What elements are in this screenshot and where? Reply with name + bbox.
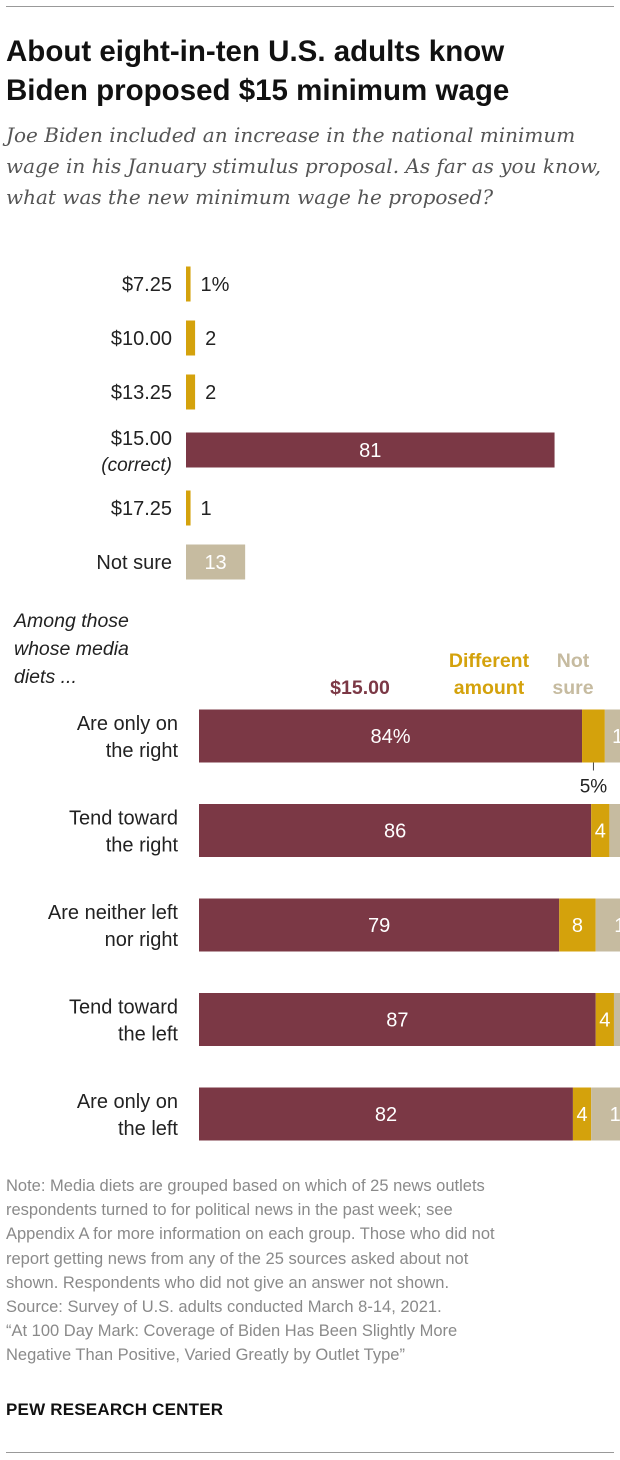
data-label: 2: [205, 382, 216, 404]
legend-label: Not: [557, 650, 590, 672]
callout-label: 5%: [580, 777, 608, 798]
bar-segment: [199, 709, 583, 763]
minimum-wage-bar-chart: $7.25 1% $10.00 2 $13.25 2 $15.00 (correct) 81 $1…: [96, 266, 555, 580]
category-label: the right: [106, 740, 179, 762]
chart-title: About eight-in-ten U.S. adults know Bide…: [6, 32, 606, 110]
media-diet-stacked-bar-chart: Among those whose media diets ... $15.00 Dif…: [13, 610, 620, 1141]
category-label: $7.25: [122, 274, 172, 296]
bar-segment: [559, 898, 596, 952]
bar-segment: [591, 804, 610, 857]
data-label: 2: [205, 328, 216, 350]
bar: [186, 374, 196, 410]
chart-subtitle: Joe Biden included an increase in the na…: [6, 123, 601, 209]
data-label: 8: [572, 915, 583, 937]
note-line: Note: Media diets are grouped based on w…: [6, 1177, 485, 1195]
data-label: 13: [610, 1104, 620, 1126]
group-header: diets ...: [14, 666, 77, 688]
group-header: Among those: [13, 610, 129, 632]
title-line-1: About eight-in-ten U.S. adults know: [6, 35, 505, 68]
data-label: 86: [384, 821, 406, 843]
category-label: Are only on: [77, 713, 178, 735]
category-label: nor right: [105, 929, 179, 951]
bar: [186, 544, 246, 580]
bar: [186, 490, 191, 526]
category-label: $17.25: [111, 498, 172, 520]
note-line: respondents turned to for political news…: [6, 1201, 453, 1220]
data-label: 4: [595, 821, 606, 843]
bar-segment: [595, 898, 620, 952]
category-label: Are only on: [77, 1091, 178, 1113]
bar: [186, 320, 196, 356]
bar-segment: [595, 993, 614, 1046]
category-label: Tend toward: [69, 997, 178, 1019]
note-line: report getting news from any of the 25 s…: [6, 1249, 469, 1268]
data-label: 79: [368, 915, 390, 937]
category-label: $13.25: [111, 382, 172, 404]
category-label: the left: [118, 1118, 178, 1140]
legend-label: Different: [449, 650, 530, 672]
note-line: Appendix A for more information on each …: [6, 1225, 495, 1244]
report-title-line: Negative Than Positive, Varied Greatly b…: [6, 1346, 405, 1365]
note-line: shown. Respondents who did not give an a…: [6, 1273, 450, 1292]
bar-segment: [613, 993, 620, 1046]
data-label: 82: [375, 1104, 397, 1126]
bar-segment: [582, 709, 605, 763]
bar-segment: [199, 993, 596, 1046]
bar: [186, 266, 191, 302]
bar-segment: [572, 1087, 592, 1141]
data-label: 1: [201, 498, 212, 520]
bar-segment: [609, 804, 620, 857]
data-label: 87: [386, 1010, 408, 1032]
category-label: $15.00: [111, 428, 172, 450]
title-line-2: Biden proposed $15 minimum wage: [6, 74, 510, 107]
legend-label: amount: [454, 677, 525, 699]
data-label: 13: [614, 915, 620, 937]
bar: [186, 432, 555, 468]
category-label: the left: [118, 1024, 178, 1046]
data-label: 84%: [371, 726, 411, 748]
data-label: 1%: [201, 274, 230, 296]
top-rule: [6, 6, 614, 7]
pew-research-center-logo-text: PEW RESEARCH CENTER: [6, 1400, 224, 1419]
category-sublabel: (correct): [101, 455, 172, 476]
category-label: Are neither left: [48, 902, 179, 924]
data-label: 4: [599, 1010, 610, 1032]
bar-segment: [591, 1087, 620, 1141]
data-label: 4: [576, 1104, 587, 1126]
data-label: 81: [359, 440, 381, 462]
group-header: whose media: [14, 638, 129, 660]
source-line: Source: Survey of U.S. adults conducted …: [6, 1298, 442, 1317]
legend-label: $15.00: [330, 677, 390, 699]
bottom-rule: [6, 1452, 614, 1453]
bar-segment: [199, 804, 592, 857]
category-label: Not sure: [96, 552, 172, 574]
report-title-line: “At 100 Day Mark: Coverage of Biden Has …: [6, 1322, 458, 1341]
bar-segment: [199, 1087, 573, 1141]
legend-label: sure: [552, 677, 593, 699]
data-label: 12%: [612, 726, 620, 748]
footer-note: Note: Media diets are grouped based on w…: [6, 1174, 616, 1368]
category-label: $10.00: [111, 328, 172, 350]
category-label: the right: [106, 835, 179, 857]
category-label: Tend toward: [69, 808, 178, 830]
bar-segment: [604, 709, 620, 763]
data-label: 13: [204, 552, 226, 574]
bar-segment: [199, 898, 560, 952]
